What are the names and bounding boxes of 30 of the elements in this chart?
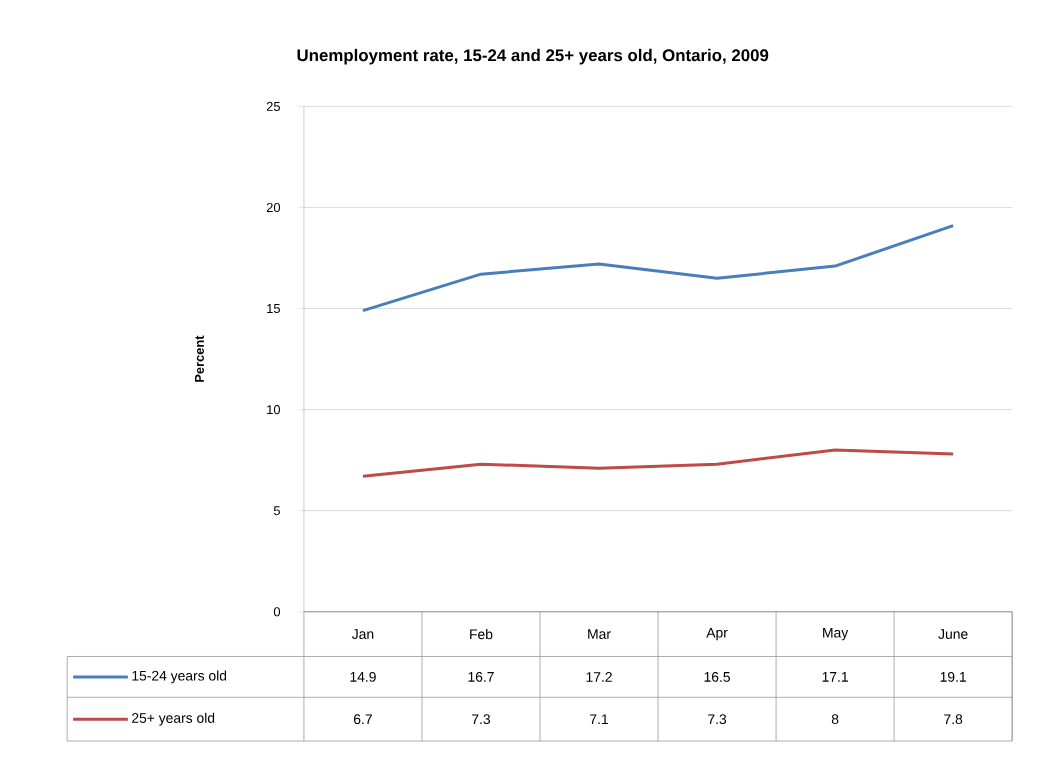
data-label: 14.9 [350,672,376,682]
x-tick-label: Jan [351,629,374,639]
x-tick-label: May [823,627,849,641]
y-tick-label: 20 [266,202,281,213]
data-label: 7.1 [590,714,608,724]
line-series [361,448,955,478]
data-label: 19.1 [940,672,966,682]
x-tick-label: Feb [470,629,493,640]
y-tick-label: 5 [273,506,280,516]
data-label: 17.1 [822,672,848,682]
data-label: 17.2 [586,672,612,682]
y-tick-label: 10 [267,405,281,415]
x-tick-label: Mar [588,629,611,639]
y-tick-label: 15 [267,304,280,314]
data-label: 7.3 [472,714,491,725]
y-axis-title: Percent [194,335,204,382]
legend-label: 25+ years old [132,712,215,726]
data-label: 8 [831,714,839,725]
data-label: 7.3 [708,714,727,725]
x-tick-label: Apr [706,627,728,641]
data-label: 16.7 [468,672,494,682]
y-tick-label: 25 [266,101,280,112]
data-label: 6.7 [354,714,372,725]
y-tick-label: 0 [273,607,281,617]
x-tick-label: June [938,629,968,639]
data-label: 7.8 [944,714,963,725]
legend-label: 15-24 years old [132,670,227,684]
data-label: 16.5 [704,672,730,682]
chart-title: Unemployment rate, 15-24 and 25+ years old, Ontario, 2009 [297,48,769,65]
line-series [361,224,955,313]
